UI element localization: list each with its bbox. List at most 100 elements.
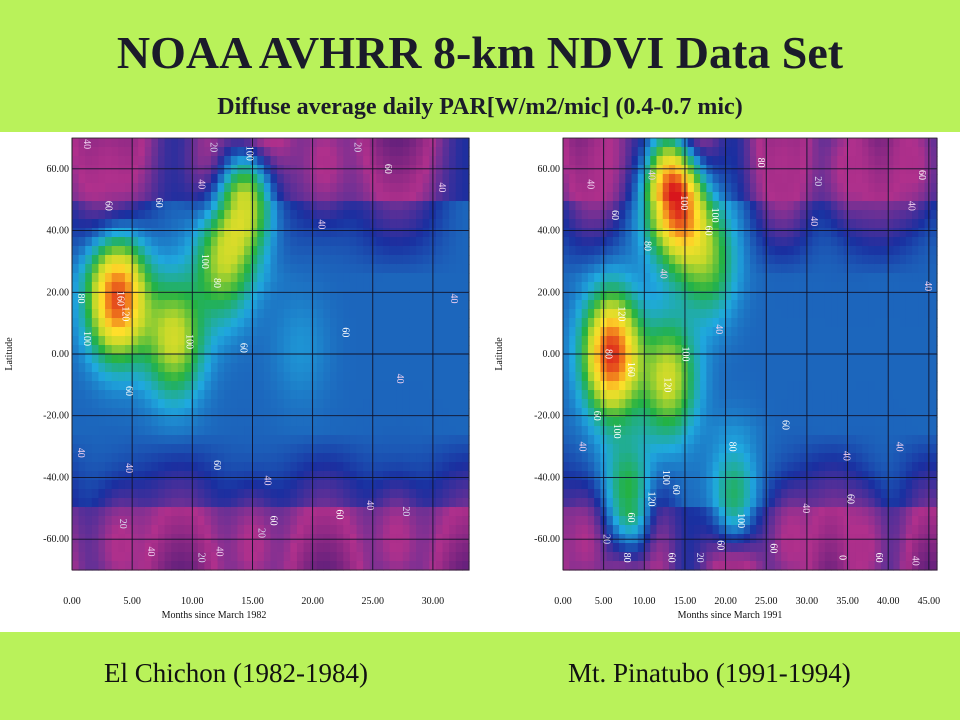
- heatmap-cell: [662, 507, 670, 517]
- heatmap-cell: [369, 318, 377, 328]
- heatmap-cell: [91, 372, 100, 382]
- heatmap-cell: [656, 228, 664, 238]
- heatmap-cell: [363, 201, 371, 211]
- heatmap-cell: [750, 516, 757, 526]
- heatmap-cell: [151, 399, 159, 409]
- heatmap-cell: [91, 219, 100, 229]
- heatmap-cell: [693, 156, 701, 166]
- heatmap-cell: [349, 327, 358, 337]
- heatmap-cell: [693, 264, 701, 274]
- contour-label: 40: [75, 448, 86, 458]
- heatmap-cell: [296, 390, 305, 400]
- heatmap-cell: [662, 300, 670, 310]
- y-tick-label: 0.00: [52, 349, 70, 360]
- heatmap-cell: [799, 300, 807, 310]
- heatmap-cell: [644, 525, 651, 535]
- heatmap-cell: [619, 309, 626, 319]
- heatmap-cell: [575, 561, 583, 571]
- heatmap-cell: [111, 426, 119, 436]
- heatmap-cell: [402, 345, 411, 355]
- heatmap-cell: [731, 516, 739, 526]
- heatmap-cell: [662, 417, 670, 427]
- heatmap-cell: [449, 183, 457, 193]
- heatmap-cell: [210, 354, 219, 364]
- heatmap-cell: [409, 516, 417, 526]
- heatmap-cell: [818, 237, 826, 247]
- heatmap-cell: [323, 309, 331, 319]
- heatmap-cell: [363, 219, 371, 229]
- heatmap-cell: [774, 336, 782, 346]
- heatmap-cell: [356, 237, 364, 247]
- heatmap-cell: [435, 192, 444, 202]
- heatmap-cell: [124, 561, 133, 571]
- heatmap-cell: [144, 300, 152, 310]
- heatmap-cell: [799, 264, 807, 274]
- heatmap-cell: [575, 273, 583, 283]
- heatmap-cell: [197, 327, 205, 337]
- heatmap-cell: [756, 246, 764, 256]
- heatmap-cell: [637, 525, 645, 535]
- heatmap-cell: [323, 408, 331, 418]
- heatmap-cell: [177, 336, 186, 346]
- heatmap-cell: [637, 336, 645, 346]
- heatmap-cell: [217, 156, 225, 166]
- heatmap-cell: [124, 246, 133, 256]
- heatmap-cell: [171, 471, 179, 481]
- heatmap-cell: [442, 327, 450, 337]
- heatmap-cell: [303, 147, 311, 157]
- heatmap-cell: [787, 264, 795, 274]
- heatmap-cell: [184, 219, 192, 229]
- heatmap-cell: [675, 408, 683, 418]
- heatmap-cell: [290, 246, 298, 256]
- heatmap-cell: [283, 246, 291, 256]
- heatmap-cell: [625, 480, 633, 490]
- heatmap-cell: [158, 489, 166, 499]
- heatmap-cell: [449, 462, 457, 472]
- heatmap-cell: [416, 561, 424, 571]
- heatmap-cell: [98, 561, 106, 571]
- heatmap-cell: [310, 372, 318, 382]
- heatmap-cell: [462, 219, 470, 229]
- heatmap-cell: [396, 543, 404, 553]
- heatmap-cell: [237, 183, 245, 193]
- heatmap-cell: [644, 390, 651, 400]
- heatmap-cell: [277, 210, 285, 220]
- heatmap-cell: [644, 363, 651, 373]
- heatmap-cell: [606, 237, 614, 247]
- heatmap-cell: [204, 381, 212, 391]
- heatmap-cell: [781, 228, 788, 238]
- heatmap-cell: [581, 300, 589, 310]
- heatmap-cell: [363, 543, 371, 553]
- heatmap-cell: [718, 336, 726, 346]
- heatmap-cell: [363, 291, 371, 301]
- heatmap-cell: [330, 273, 338, 283]
- heatmap-cell: [144, 336, 152, 346]
- heatmap-cell: [625, 246, 633, 256]
- heatmap-cell: [85, 264, 93, 274]
- heatmap-cell: [363, 489, 371, 499]
- heatmap-cell: [118, 390, 126, 400]
- heatmap-cell: [462, 372, 470, 382]
- heatmap-cell: [396, 300, 404, 310]
- heatmap-cell: [204, 336, 212, 346]
- heatmap-cell: [806, 174, 813, 184]
- heatmap-cell: [363, 318, 371, 328]
- heatmap-cell: [756, 543, 764, 553]
- heatmap-cell: [700, 471, 707, 481]
- heatmap-cell: [631, 282, 639, 292]
- heatmap-cell: [650, 336, 658, 346]
- heatmap-cell: [91, 264, 100, 274]
- heatmap-cell: [581, 561, 589, 571]
- heatmap-cell: [644, 201, 651, 211]
- heatmap-cell: [151, 156, 159, 166]
- heatmap-cell: [257, 174, 265, 184]
- heatmap-cell: [737, 336, 745, 346]
- heatmap-cell: [343, 489, 351, 499]
- heatmap-cell: [376, 390, 384, 400]
- heatmap-cell: [184, 417, 192, 427]
- heatmap-cell: [191, 435, 199, 445]
- heatmap-cell: [700, 363, 707, 373]
- heatmap-cell: [290, 156, 298, 166]
- heatmap-cell: [98, 543, 106, 553]
- heatmap-cell: [171, 507, 179, 517]
